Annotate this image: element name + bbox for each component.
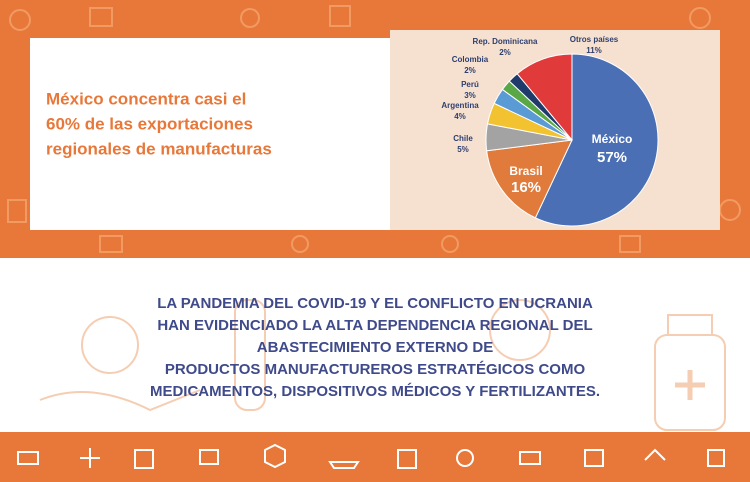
headline: México concentra casi el 60% de las expor…	[46, 89, 272, 158]
bottom-icons	[17, 443, 725, 469]
slice-label: Otros países	[570, 35, 619, 44]
bottom-band	[0, 432, 750, 482]
message-line: PRODUCTOS MANUFACTUREROS ESTRATÉGICOS CO…	[165, 361, 586, 378]
slice-value-label: 57%	[597, 149, 627, 166]
headline-line: 60% de las exportaciones	[46, 114, 253, 133]
slice-label: Rep. Dominicana	[473, 37, 538, 46]
slice-label: Chile	[453, 134, 473, 143]
slice-value-label: 16%	[511, 179, 541, 196]
headline-line: México concentra casi el	[46, 89, 246, 108]
slice-label: Perú	[461, 80, 479, 89]
message-section	[0, 258, 750, 432]
headline-line: regionales de manufacturas	[46, 139, 272, 158]
message-line: LA PANDEMIA DEL COVID-19 Y EL CONFLICTO …	[157, 295, 593, 312]
message: LA PANDEMIA DEL COVID-19 Y EL CONFLICTO …	[150, 295, 600, 400]
slice-value-label: 2%	[464, 66, 476, 75]
pie-slice	[516, 53, 573, 142]
slice-value-label: 3%	[464, 91, 476, 100]
message-line: ABASTECIMIENTO EXTERNO DE	[257, 339, 493, 356]
slice-value-label: 5%	[457, 145, 469, 154]
message-decoration	[39, 299, 726, 431]
message-line: HAN EVIDENCIADO LA ALTA DEPENDENCIA REGI…	[157, 317, 592, 334]
pie-slice	[486, 139, 573, 219]
message-line: MEDICAMENTOS, DISPOSITIVOS MÉDICOS Y FER…	[150, 383, 600, 400]
slice-label: Brasil	[509, 164, 542, 178]
slice-value-label: 11%	[586, 46, 602, 55]
slice-label: Argentina	[441, 101, 479, 110]
slice-label: Colombia	[452, 55, 489, 64]
slice-value-label: 2%	[499, 48, 511, 57]
slice-value-label: 4%	[454, 112, 466, 121]
pie-slice	[534, 53, 659, 227]
slice-label: México	[592, 132, 633, 146]
headline-panel	[30, 38, 390, 230]
